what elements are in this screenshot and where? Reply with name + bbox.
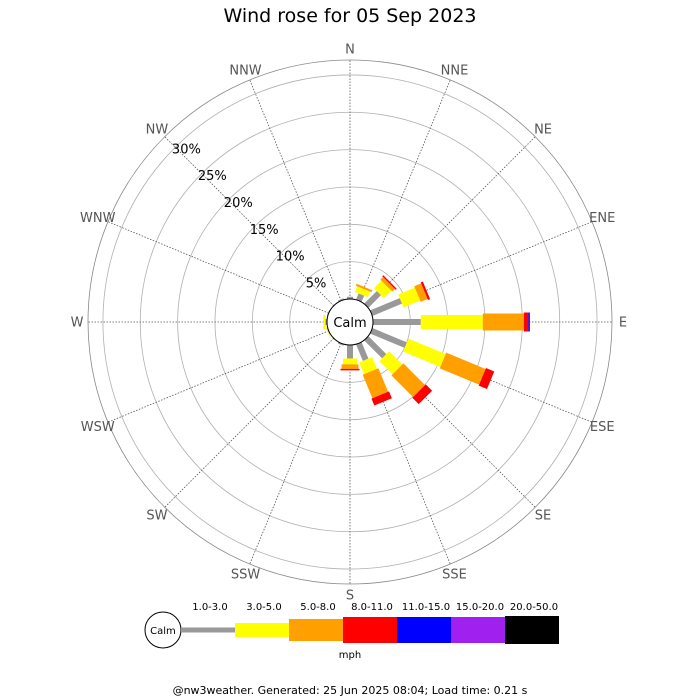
- direction-spoke: [249, 79, 342, 301]
- direction-label-ese: ESE: [590, 420, 615, 435]
- bar-se-bin-3: [391, 363, 426, 398]
- direction-label-nne: NNE: [441, 63, 469, 78]
- legend-unit-label: mph: [339, 650, 361, 661]
- legend-label-3: 5.0-8.0: [300, 602, 335, 613]
- bar-ene-bin-1: [370, 298, 403, 316]
- radial-tick-label: 30%: [172, 142, 201, 157]
- legend-label-4: 8.0-11.0: [351, 602, 393, 613]
- direction-spoke: [164, 136, 335, 307]
- legend: Calm 1.0-3.0 3.0-5.0 5.0-8.0 8.0-11.0 11.0-15…: [144, 602, 559, 661]
- direction-spoke: [249, 343, 342, 565]
- bar-sse-bin-1: [356, 342, 369, 361]
- wind-bars: [323, 275, 530, 406]
- bar-se-bin-4: [412, 384, 433, 405]
- direction-label-ene: ENE: [589, 211, 615, 226]
- direction-label-wnw: WNW: [80, 211, 116, 226]
- direction-label-sse: SSE: [442, 568, 467, 583]
- legend-swatch-2: [235, 623, 289, 637]
- bar-ese-bin-4: [478, 368, 495, 390]
- bar-ese-bin-2: [403, 338, 446, 367]
- bar-se-bin-1: [364, 336, 387, 359]
- radial-grid-circle: [102, 74, 598, 570]
- footer-text: @nw3weather. Generated: 25 Jun 2025 08:0…: [172, 684, 528, 697]
- bar-nne-bin-3: [355, 283, 373, 293]
- bar-ene-bin-4: [420, 281, 431, 300]
- bar-ne-bin-1: [364, 290, 382, 308]
- direction-spoke: [358, 79, 451, 301]
- bar-se-bin-2: [379, 351, 403, 375]
- bar-nne-bin-2: [354, 286, 371, 298]
- legend-label-2: 3.0-5.0: [246, 602, 281, 613]
- direction-label-nnw: NNW: [229, 63, 261, 78]
- radial-tick-label: 10%: [276, 250, 305, 265]
- legend-label-5: 11.0-15.0: [402, 602, 450, 613]
- bar-sse-bin-3: [362, 368, 389, 399]
- legend-swatch-7: [505, 616, 559, 644]
- legend-swatch-5: [397, 617, 451, 643]
- direction-spoke: [107, 330, 329, 423]
- radial-tick-label: 5%: [306, 277, 327, 292]
- bar-ese-bin-1: [370, 328, 407, 348]
- bar-ene-bin-3: [414, 283, 428, 302]
- outer-grid-circle: [87, 59, 613, 585]
- legend-label-6: 15.0-20.0: [456, 602, 504, 613]
- direction-spoke: [107, 221, 329, 314]
- radial-tick-label: 20%: [224, 196, 253, 211]
- legend-swatch-3: [289, 619, 343, 641]
- bar-ene-bin-2: [398, 287, 421, 308]
- legend-label-1: 1.0-3.0: [192, 602, 227, 613]
- legend-label-7: 20.0-50.0: [510, 602, 558, 613]
- direction-label-wsw: WSW: [81, 420, 115, 435]
- bar-ne-bin-3: [380, 277, 395, 292]
- direction-label-w: W: [71, 316, 84, 331]
- legend-swatch-1: [181, 627, 235, 633]
- bar-ne-bin-2: [373, 280, 392, 299]
- legend-calm-label: Calm: [150, 626, 176, 637]
- bar-sse-bin-4: [371, 391, 392, 406]
- direction-label-ne: NE: [534, 122, 552, 137]
- bar-ne-bin-4: [382, 275, 397, 290]
- direction-label-s: S: [346, 589, 354, 604]
- calm-circle: [326, 298, 374, 346]
- bar-sse-bin-2: [359, 357, 377, 375]
- legend-swatch-6: [451, 617, 505, 643]
- direction-label-nw: NW: [146, 122, 169, 137]
- direction-label-e: E: [619, 316, 627, 331]
- bar-ese-bin-3: [439, 352, 486, 385]
- direction-label-sw: SW: [146, 509, 167, 524]
- calm-label: Calm: [333, 316, 366, 331]
- chart-title: Wind rose for 05 Sep 2023: [223, 5, 477, 27]
- direction-label-n: N: [345, 43, 355, 58]
- radial-tick-label: 25%: [198, 169, 227, 184]
- direction-label-se: SE: [535, 509, 551, 524]
- direction-spoke: [164, 337, 335, 508]
- direction-label-ssw: SSW: [231, 568, 261, 583]
- direction-spoke: [365, 136, 536, 307]
- legend-swatch-4: [343, 617, 397, 643]
- radial-tick-label: 15%: [250, 223, 279, 238]
- bar-nne-bin-1: [356, 293, 365, 302]
